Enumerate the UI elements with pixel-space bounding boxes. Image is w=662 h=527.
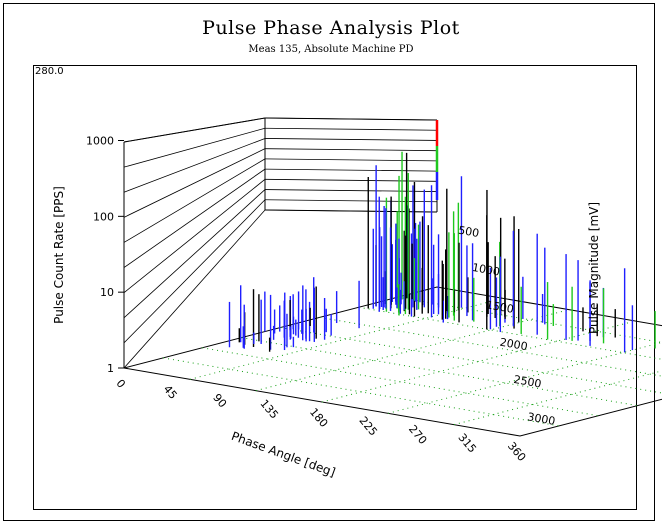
floor-grid-line bbox=[319, 316, 662, 377]
wall-grid-line bbox=[123, 179, 266, 293]
wall-grid-line bbox=[264, 127, 438, 131]
wall-grid-line bbox=[264, 138, 438, 141]
floor-outline bbox=[123, 286, 662, 437]
wall-grid-line bbox=[123, 199, 266, 344]
corner-label: 280.0 bbox=[35, 66, 64, 77]
x-tick-label: 360 bbox=[505, 440, 528, 464]
x-tick-label: 0 bbox=[113, 377, 127, 391]
wall-grid-line bbox=[123, 117, 266, 143]
y-tick-label: 1000 bbox=[86, 135, 114, 148]
wall-grid-line bbox=[264, 199, 438, 203]
z-tick-label: 2500 bbox=[513, 373, 543, 391]
z-tick-label: 1500 bbox=[485, 298, 515, 316]
wall-grid-line bbox=[123, 138, 266, 193]
z-axis-label: Pulse Magnitude [mV] bbox=[587, 202, 601, 334]
x-tick-label: 135 bbox=[257, 397, 280, 421]
floor-grid-line bbox=[453, 370, 662, 426]
wall-grid-line bbox=[264, 209, 438, 213]
y-tick-label: 1 bbox=[107, 362, 114, 375]
z-tick-label: 500 bbox=[457, 224, 480, 240]
x-tick-label: 90 bbox=[210, 391, 229, 410]
wall-grid-line bbox=[123, 148, 266, 218]
x-tick-label: 45 bbox=[161, 383, 180, 402]
floor-grid-line bbox=[358, 306, 662, 360]
wall-grid-line bbox=[123, 158, 266, 243]
plot-area bbox=[33, 65, 637, 510]
wall-grid-line bbox=[123, 209, 266, 369]
wall-grid-line bbox=[264, 117, 438, 121]
floor-grid-line bbox=[280, 327, 662, 394]
wall-grid-line bbox=[264, 168, 438, 172]
chart-subtitle: Meas 135, Absolute Machine PD bbox=[248, 44, 414, 55]
chart-frame bbox=[3, 3, 655, 521]
floor-grid-line bbox=[241, 337, 638, 407]
wall-grid-line bbox=[264, 178, 438, 182]
z-tick-label: 3000 bbox=[526, 410, 556, 428]
x-tick-label: 180 bbox=[307, 406, 330, 430]
wall-grid-line bbox=[123, 168, 266, 268]
floor-grid-line bbox=[397, 296, 662, 343]
x-tick-label: 315 bbox=[455, 431, 478, 455]
wall-grid-line bbox=[264, 158, 438, 162]
wall-grid-line bbox=[123, 189, 266, 319]
y-axis-label: Pulse Count Rate [PPS] bbox=[52, 186, 66, 324]
y-tick-label: 10 bbox=[100, 286, 114, 299]
wall-grid-line bbox=[264, 148, 438, 152]
x-tick-label: 225 bbox=[356, 414, 379, 438]
x-tick-label: 270 bbox=[406, 423, 429, 447]
z-tick-label: 1000 bbox=[471, 261, 501, 279]
wall-grid-line bbox=[123, 127, 266, 168]
x-axis-label: Phase Angle [deg] bbox=[229, 429, 337, 480]
chart-title: Pulse Phase Analysis Plot bbox=[202, 17, 460, 39]
wall-grid-line bbox=[264, 189, 438, 192]
y-tick-label: 100 bbox=[93, 210, 114, 223]
z-tick-label: 2000 bbox=[499, 336, 529, 354]
